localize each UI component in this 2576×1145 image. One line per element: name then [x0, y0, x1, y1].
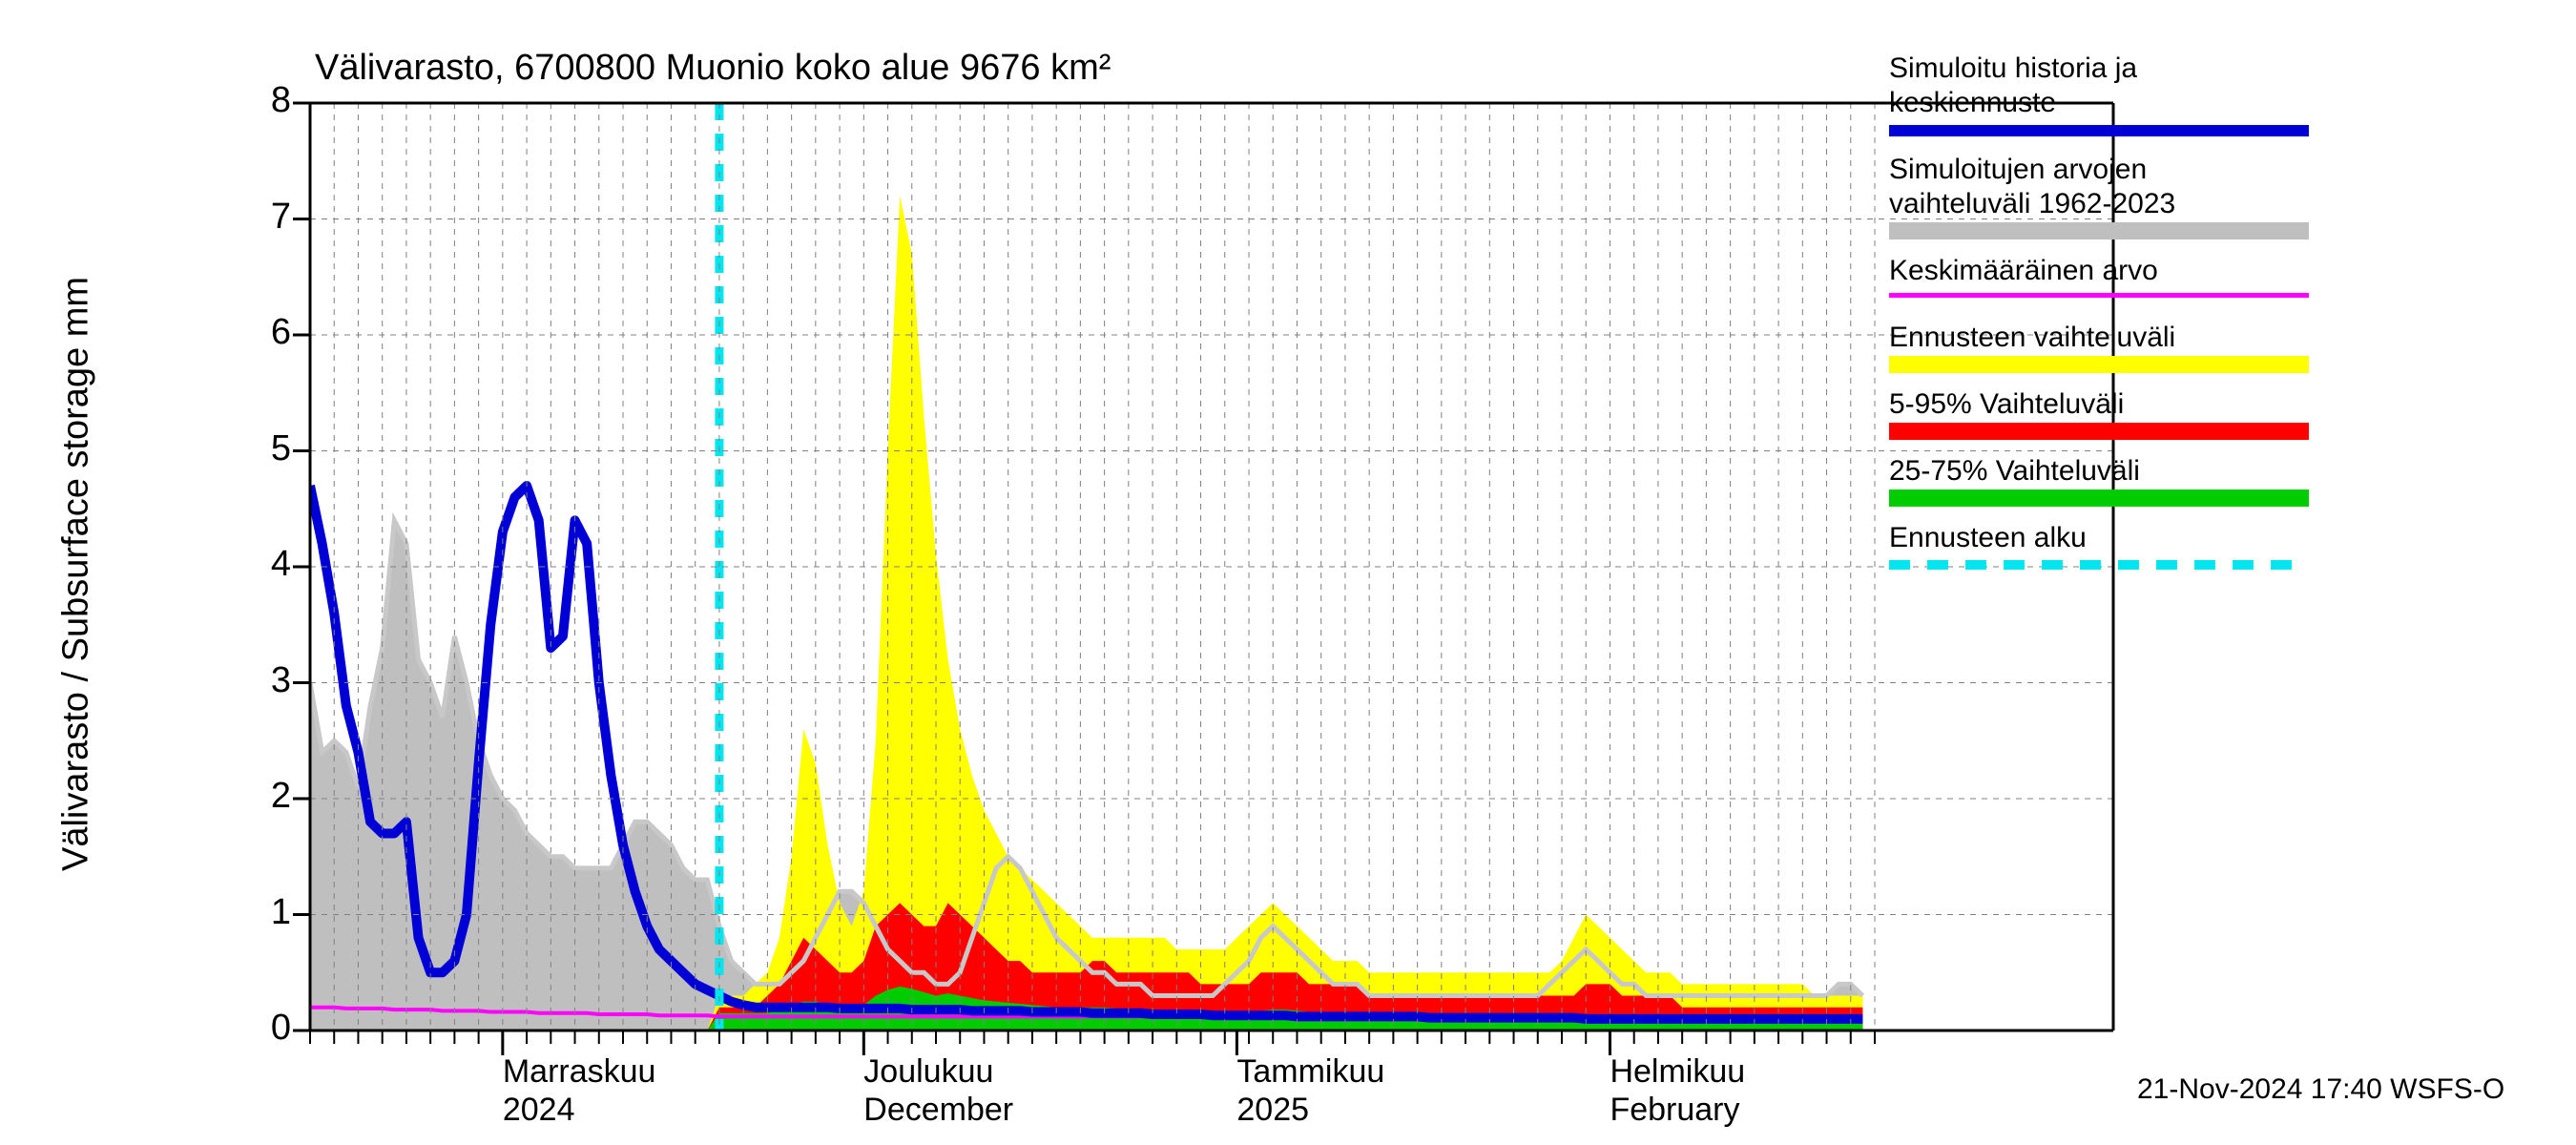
y-tick-label: 0: [253, 1008, 291, 1049]
y-tick-label: 8: [253, 80, 291, 121]
y-tick-label: 1: [253, 892, 291, 933]
legend-swatch: [1889, 222, 2309, 239]
x-month-sublabel: December: [863, 1092, 1013, 1129]
legend-swatch: [1889, 489, 2309, 507]
x-month-label: Marraskuu: [503, 1053, 656, 1091]
legend-swatch: [1889, 125, 2309, 136]
x-month-label: Helmikuu: [1610, 1053, 1745, 1091]
legend-swatch: [1889, 356, 2309, 373]
y-tick-label: 7: [253, 197, 291, 238]
x-month-label: Joulukuu: [863, 1053, 993, 1091]
legend-label: 25-75% Vaihteluväli: [1889, 455, 2140, 488]
legend-label: keskiennuste: [1889, 87, 2056, 119]
timestamp-label: 21-Nov-2024 17:40 WSFS-O: [2137, 1073, 2504, 1106]
x-month-sublabel: 2025: [1236, 1092, 1309, 1129]
y-tick-label: 6: [253, 312, 291, 353]
x-month-sublabel: February: [1610, 1092, 1739, 1129]
legend-label: Keskimääräinen arvo: [1889, 255, 2158, 287]
y-tick-label: 5: [253, 428, 291, 469]
legend-swatch: [1889, 423, 2309, 440]
legend-swatch: [1889, 560, 2309, 570]
x-month-sublabel: 2024: [503, 1092, 575, 1129]
y-tick-label: 4: [253, 544, 291, 585]
legend-label: Ennusteen alku: [1889, 522, 2087, 554]
legend-label: 5-95% Vaihteluväli: [1889, 388, 2124, 421]
legend-label: Ennusteen vaihteluväli: [1889, 322, 2175, 354]
legend-label: Simuloitu historia ja: [1889, 52, 2137, 85]
legend-label: vaihteluväli 1962-2023: [1889, 188, 2175, 220]
chart-figure: Välivarasto / Subsurface storage mm Väli…: [0, 0, 2576, 1145]
plot-svg: [0, 0, 2576, 1145]
x-month-label: Tammikuu: [1236, 1053, 1384, 1091]
y-tick-label: 3: [253, 660, 291, 701]
legend-swatch: [1889, 293, 2309, 298]
y-tick-label: 2: [253, 776, 291, 817]
legend-label: Simuloitujen arvojen: [1889, 154, 2147, 186]
